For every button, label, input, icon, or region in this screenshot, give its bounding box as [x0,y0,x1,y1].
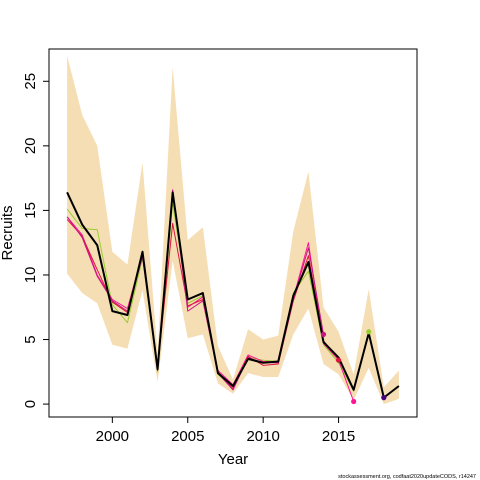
y-tick-label: 25 [22,73,39,90]
y-tick-label: 15 [22,202,39,219]
y-tick-label: 10 [22,267,39,284]
x-tick-label: 2005 [171,428,204,445]
x-tick-label: 2010 [246,428,279,445]
endpoint-marker-3 [366,329,372,335]
source-note: stockassessment.org, codfaat2020updateCO… [338,474,476,480]
endpoint-marker-1 [351,398,357,405]
x-tick-label: 2015 [322,428,355,445]
x-tick-label: 2000 [96,428,129,445]
x-axis: 2000 2005 2010 2015 [96,416,355,445]
endpoint-marker-4 [381,395,387,401]
y-tick-label: 20 [22,137,39,154]
x-axis-title: Year [218,451,248,468]
endpoint-marker-2 [335,357,342,363]
y-axis-title: Recruits [0,205,16,260]
confidence-band-layer [67,55,399,405]
endpoint-markers-layer [320,329,387,405]
y-tick-label: 0 [22,400,39,408]
series-line-0 [66,191,400,399]
y-axis: 0 5 10 15 20 25 [22,73,50,408]
series-lines-layer [66,189,400,402]
y-tick-label: 5 [22,335,39,343]
endpoint-marker-0 [320,331,327,337]
confidence-band [67,55,399,405]
